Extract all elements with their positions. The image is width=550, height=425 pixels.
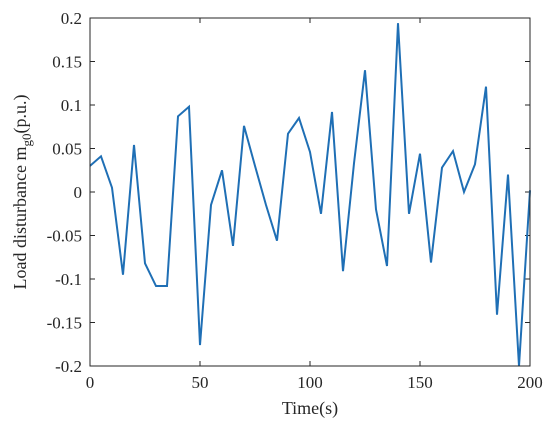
y-axis-title-subscript: g0: [19, 134, 34, 147]
y-tick-label: -0.15: [47, 314, 82, 333]
x-axis-title: Time(s): [282, 398, 338, 419]
y-tick-label: 0.05: [52, 140, 82, 159]
plot-background: [90, 18, 530, 366]
x-axis-ticks: 0 50 100 150 200: [86, 18, 543, 392]
y-tick-label: 0.1: [61, 96, 82, 115]
y-tick-label: 0: [74, 183, 83, 202]
x-tick-label: 0: [86, 373, 95, 392]
y-tick-label: -0.05: [47, 227, 82, 246]
plot-frame: [89, 17, 531, 367]
y-tick-label: 0.15: [52, 53, 82, 72]
x-tick-label: 150: [407, 373, 433, 392]
y-tick-label: 0.2: [61, 9, 82, 28]
series-line: [89, 23, 531, 367]
y-tick-label: -0.2: [55, 357, 82, 376]
y-tick-label: -0.1: [55, 270, 82, 289]
x-tick-label: 100: [297, 373, 323, 392]
y-axis-ticks: 0.2 0.15 0.1 0.05 0 -0.05 -0.1 -0.15 -0.2: [47, 9, 530, 376]
y-axis-title: Load disturbance mg0(p.u.): [10, 95, 34, 290]
x-tick-label: 50: [192, 373, 209, 392]
y-axis-title-main: Load disturbance m: [10, 147, 30, 290]
y-axis-title-unit: (p.u.): [10, 95, 31, 134]
x-tick-label: 200: [517, 373, 543, 392]
